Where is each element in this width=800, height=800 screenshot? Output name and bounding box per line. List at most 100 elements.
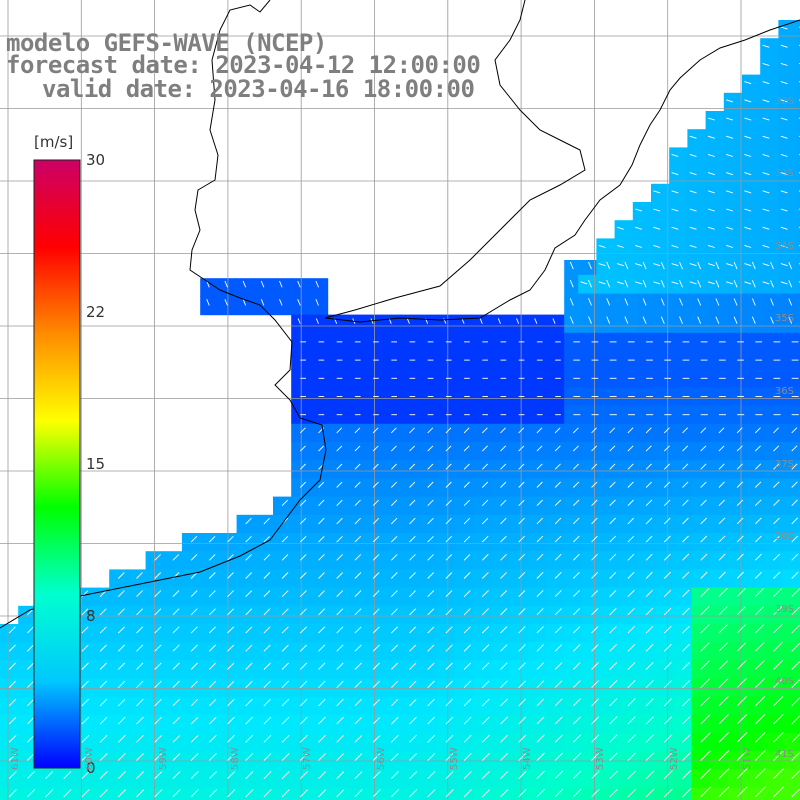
wind-arrow: [718, 660, 729, 670]
wind-arrow: [572, 499, 580, 507]
wind-arrow: [554, 752, 563, 761]
wind-arrow: [445, 680, 453, 689]
wind-arrow: [707, 172, 715, 176]
wind-arrow: [154, 590, 162, 598]
wind-arrow: [190, 608, 198, 616]
wind-arrow: [318, 572, 325, 579]
wind-arrow: [372, 554, 380, 561]
wind-arrow: [227, 626, 235, 634]
wind-arrow: [791, 605, 800, 616]
wind-arrow: [660, 316, 665, 324]
valid-date: valid date: 2023-04-16 18:00:00: [42, 75, 475, 103]
wind-arrow: [463, 445, 470, 452]
wind-arrow: [773, 463, 780, 470]
sea-cell: [742, 111, 761, 130]
wind-arrow: [372, 427, 379, 434]
wind-arrow: [372, 445, 379, 452]
wind-arrow: [773, 605, 783, 616]
sea-cell: [345, 569, 365, 589]
wind-arrow: [315, 299, 319, 306]
sea-cell: [309, 278, 329, 297]
sea-cell: [546, 787, 565, 800]
sea-cell: [778, 274, 798, 294]
wind-arrow: [754, 553, 763, 561]
wind-arrow: [518, 553, 526, 561]
wind-arrow: [336, 789, 345, 798]
sea-cell: [182, 624, 201, 643]
sea-cell: [236, 787, 256, 800]
wind-arrow: [780, 208, 788, 212]
wind-arrow: [773, 571, 781, 579]
wind-arrow: [481, 770, 491, 780]
wind-arrow: [606, 279, 611, 288]
wind-arrow: [591, 770, 600, 780]
wind-arrow: [780, 244, 788, 248]
wind-arrow: [390, 499, 398, 507]
wind-arrow: [569, 279, 574, 288]
sea-cell: [673, 787, 693, 800]
sea-cell: [0, 642, 19, 661]
wind-arrow: [172, 590, 180, 598]
wind-arrow: [445, 752, 454, 761]
sea-cell: [382, 660, 401, 680]
sea-cell: [382, 569, 401, 589]
sea-cell: [705, 220, 725, 239]
wind-arrow: [318, 445, 325, 452]
sea-cell: [309, 551, 329, 570]
wind-arrow: [700, 535, 708, 543]
sea-cell: [709, 787, 729, 800]
wind-arrow: [445, 445, 452, 452]
sea-cell: [778, 56, 798, 76]
wind-arrow: [117, 572, 125, 579]
sea-cell: [455, 587, 474, 607]
sea-cell: [651, 220, 670, 239]
sea-cell: [782, 369, 800, 388]
wind-arrow: [154, 698, 162, 707]
sea-cell: [109, 624, 128, 643]
sea-cell: [273, 642, 292, 661]
sea-cell: [491, 569, 511, 589]
sea-cell: [273, 624, 292, 643]
wind-arrow: [117, 662, 126, 670]
wind-arrow: [372, 608, 380, 616]
sea-cell: [345, 787, 365, 800]
wind-arrow: [208, 572, 216, 579]
longitude-label: 51W: [742, 747, 753, 770]
sea-cell: [91, 642, 110, 661]
wind-arrow: [117, 753, 126, 761]
wind-arrow: [136, 789, 145, 798]
wind-arrow: [372, 662, 380, 670]
sea-cell: [760, 147, 779, 167]
wind-arrow: [463, 680, 472, 689]
wind-arrow: [663, 535, 671, 543]
wind-arrow: [390, 644, 399, 652]
wind-arrow: [671, 263, 679, 267]
wind-arrow: [427, 698, 435, 707]
sea-cell: [273, 533, 292, 552]
sea-cell: [778, 256, 798, 276]
wind-arrow: [245, 662, 253, 670]
wind-arrow: [642, 261, 647, 270]
sea-cell: [200, 787, 219, 800]
wind-arrow: [653, 208, 661, 212]
wind-arrow: [780, 81, 788, 85]
wind-arrow: [81, 698, 89, 707]
wind-arrow: [773, 499, 780, 507]
sea-cell: [400, 787, 420, 800]
wind-arrow: [409, 590, 416, 598]
wind-arrow: [653, 244, 661, 248]
wind-arrow: [245, 590, 253, 598]
wind-arrow: [63, 771, 72, 780]
wind-arrow: [136, 680, 144, 689]
wind-arrow: [609, 535, 617, 543]
wind-arrow: [315, 280, 319, 288]
wind-arrow: [682, 427, 689, 434]
sea-cell: [254, 787, 274, 800]
sea-cell: [400, 660, 420, 680]
wind-arrow: [744, 226, 752, 230]
wind-arrow: [591, 716, 600, 725]
wind-arrow: [682, 463, 689, 470]
wind-arrow: [154, 680, 162, 689]
sea-cell: [582, 314, 602, 334]
wind-arrow: [591, 626, 599, 634]
